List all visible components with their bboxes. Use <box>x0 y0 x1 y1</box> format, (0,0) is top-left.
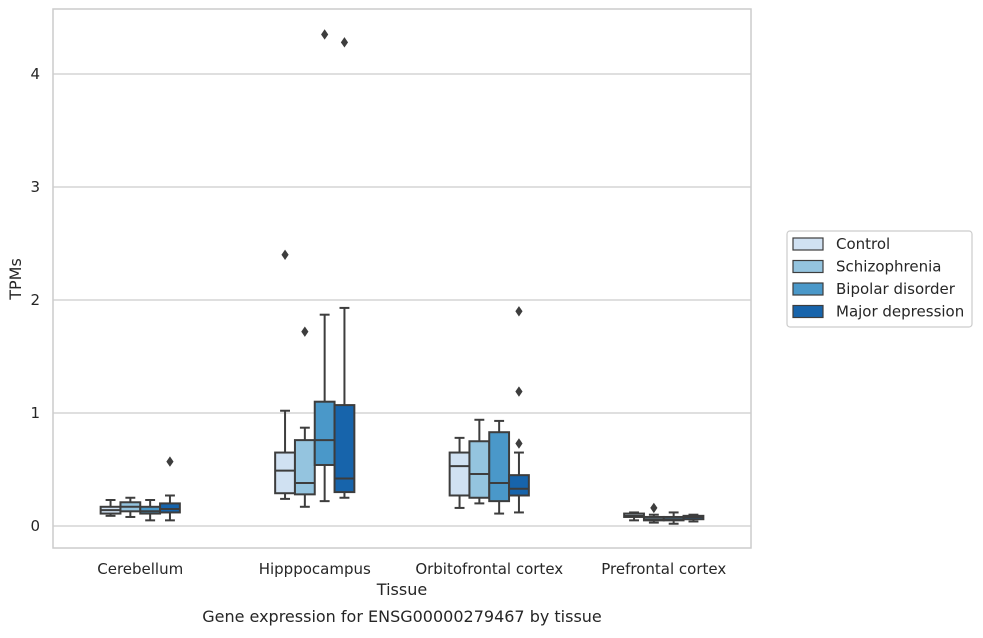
chart-caption: Gene expression for ENSG00000279467 by t… <box>202 607 602 626</box>
box-major-depression <box>508 306 530 514</box>
box-iqr <box>468 440 491 499</box>
box-plots <box>99 29 705 525</box>
legend-label: Schizophrenia <box>836 258 941 276</box>
legend-label: Bipolar disorder <box>836 280 956 298</box>
y-tick-label: 0 <box>30 517 40 535</box>
box-bipolar-disorder <box>139 499 162 522</box>
grid-lines <box>53 73 751 527</box>
legend-swatch <box>792 282 824 296</box>
x-tick-label: Cerebellum <box>97 560 183 578</box>
box-iqr <box>448 451 471 497</box>
box-schizophrenia <box>642 502 665 524</box>
legend-label: Major depression <box>836 303 964 321</box>
y-tick-label: 1 <box>30 404 40 422</box>
legend-label: Control <box>836 235 890 253</box>
box-control <box>274 249 296 500</box>
box-iqr <box>274 451 296 495</box>
box-schizophrenia <box>468 418 491 505</box>
box-major-depression <box>682 513 705 523</box>
box-iqr <box>508 474 530 497</box>
legend-swatch <box>792 304 824 319</box>
outlier-point <box>340 37 349 48</box>
box-iqr <box>293 439 316 496</box>
box-schizophrenia <box>119 496 142 518</box>
box-major-depression <box>159 456 181 522</box>
box-iqr <box>313 400 336 466</box>
box-bipolar-disorder <box>313 29 336 503</box>
box-iqr <box>139 505 162 515</box>
y-ticks: 0 1 2 3 4 <box>30 65 40 535</box>
box-bipolar-disorder <box>662 511 685 525</box>
outlier-point <box>321 29 329 40</box>
box-iqr <box>488 431 511 503</box>
y-tick-label: 4 <box>30 65 40 83</box>
legend: Control Schizophrenia Bipolar disorder Majo… <box>786 230 973 328</box>
outlier-point <box>166 456 174 467</box>
x-tick-label: Orbitofrontal cortex <box>415 560 563 578</box>
x-ticks: Cerebellum Hipppocampus Orbitofrontal cort… <box>97 560 726 578</box>
x-tick-label: Prefrontal cortex <box>601 560 726 578</box>
x-tick-label: Hipppocampus <box>259 560 371 578</box>
plot-frame <box>52 8 752 549</box>
box-control <box>448 436 471 509</box>
outlier-point <box>515 438 523 449</box>
y-axis-label: TPMs <box>6 258 25 301</box>
outlier-point <box>515 386 523 397</box>
box-iqr <box>159 502 181 514</box>
y-tick-label: 3 <box>30 178 40 196</box>
outlier-point <box>281 249 289 260</box>
outlier-point <box>301 326 309 337</box>
box-bipolar-disorder <box>488 419 511 515</box>
outlier-point <box>650 502 658 514</box>
box-control <box>623 511 645 522</box>
box-major-depression <box>333 37 356 499</box>
outlier-point <box>515 306 523 317</box>
y-tick-label: 2 <box>30 291 40 309</box>
legend-swatch <box>792 259 824 274</box>
legend-frame <box>786 230 973 328</box>
box-schizophrenia <box>293 326 316 508</box>
x-axis-label: Tissue <box>376 580 427 599</box>
box-control <box>99 499 122 517</box>
legend-swatch <box>792 237 824 251</box>
box-iqr <box>333 404 356 494</box>
